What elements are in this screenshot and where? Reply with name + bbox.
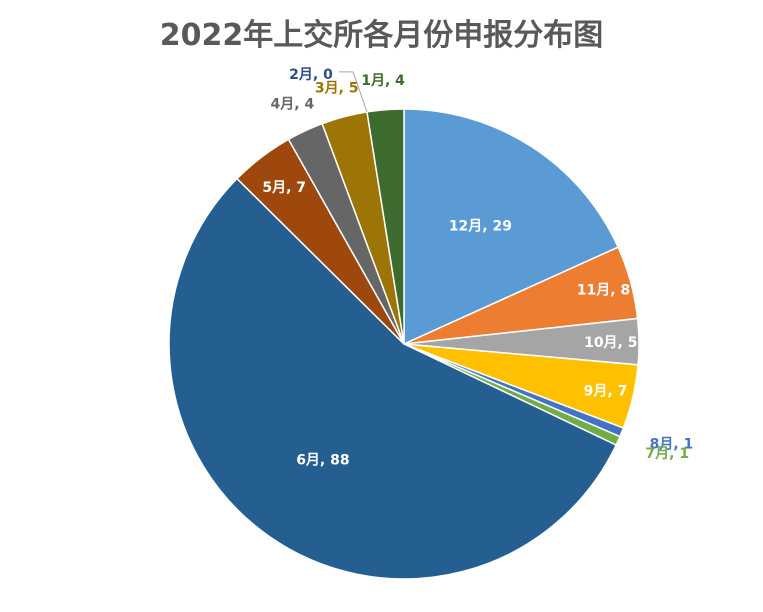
data-label-1: 1月, 4	[361, 73, 405, 89]
data-label-10: 10月, 5	[584, 335, 637, 351]
pie-slice-12	[403, 108, 620, 346]
data-label-2: 2月, 0	[289, 67, 333, 83]
data-label-7: 7月, 1	[645, 446, 689, 462]
data-label-6: 6月, 88	[296, 452, 349, 468]
data-label-11: 11月, 8	[577, 283, 630, 299]
leader-lines	[339, 71, 368, 113]
data-label-5: 5月, 7	[262, 180, 306, 196]
pie-slices	[168, 108, 640, 580]
pie-slice-1	[366, 108, 405, 345]
data-label-4: 4月, 4	[271, 97, 315, 113]
data-label-12: 12月, 29	[449, 219, 512, 235]
chart-title: 2022年上交所各月份申报分布图	[159, 18, 604, 53]
data-label-8: 8月, 1	[650, 437, 694, 453]
leader-line-2	[339, 71, 368, 113]
data-labels: 12月, 29 11月, 8 10月, 5 9月, 7 8月, 17月, 1 6月, 88…	[262, 67, 694, 468]
data-label-3: 3月, 5	[315, 81, 359, 97]
data-label-9: 9月, 7	[584, 384, 628, 400]
pie-slice-6	[168, 177, 618, 580]
